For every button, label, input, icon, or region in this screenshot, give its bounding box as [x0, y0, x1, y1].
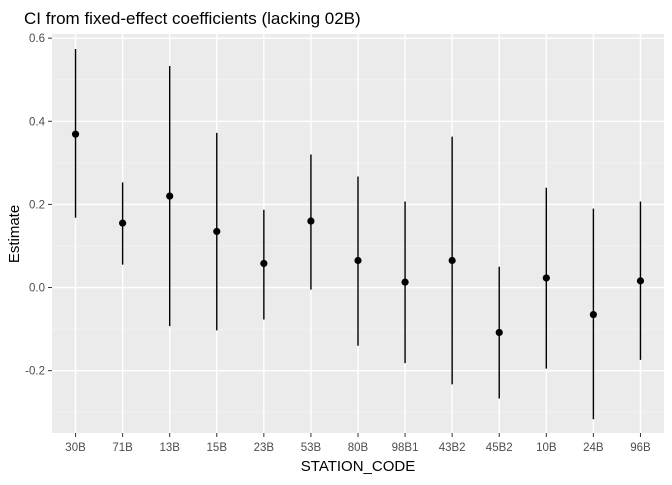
point-43B2: [448, 256, 456, 265]
y-tick-label: -0.2: [25, 366, 45, 378]
point-45B2: [495, 328, 503, 337]
x-tick-label: 30B: [65, 442, 86, 454]
x-tick-label: 24B: [583, 442, 604, 454]
x-tick-label: 71B: [112, 442, 133, 454]
point-13B: [166, 192, 174, 200]
y-tick-label: 0.2: [29, 199, 45, 211]
point-15B: [213, 227, 221, 236]
x-tick-label: 98B1: [392, 442, 419, 454]
point-23B: [260, 259, 268, 268]
x-axis-title: STATION_CODE: [301, 458, 415, 475]
point-53B: [307, 217, 315, 225]
point-24B: [589, 310, 597, 319]
y-axis-ticks: -0.2 0.0 0.2 0.4 0.6: [25, 33, 52, 378]
y-tick-label: 0.6: [29, 33, 45, 45]
x-tick-label: 10B: [536, 442, 557, 454]
point-96B: [636, 277, 645, 285]
point-30B: [71, 130, 80, 138]
chart-title: CI from fixed-effect coefficients (lacki…: [24, 9, 361, 28]
y-tick-label: 0.4: [29, 116, 46, 128]
point-10B: [542, 274, 550, 282]
points-layer: [71, 130, 645, 337]
y-tick-label: 0.0: [29, 283, 45, 295]
x-tick-label: 13B: [159, 442, 180, 454]
x-tick-label: 45B2: [486, 442, 513, 454]
y-axis-title: Estimate: [6, 205, 23, 263]
x-axis-ticks: 30B 71B 13B 15B 23B 53B 80B 98B1 43B2 45B2 10B 24B 9…: [65, 433, 651, 454]
x-tick-label: 80B: [348, 442, 369, 454]
x-tick-label: 23B: [254, 442, 275, 454]
x-tick-label: 53B: [301, 442, 322, 454]
point-80B: [354, 256, 362, 265]
point-98B1: [401, 278, 409, 286]
point-71B: [119, 219, 127, 227]
x-tick-label: 96B: [630, 442, 651, 454]
x-tick-label: 43B2: [439, 442, 466, 454]
x-tick-label: 15B: [207, 442, 228, 454]
